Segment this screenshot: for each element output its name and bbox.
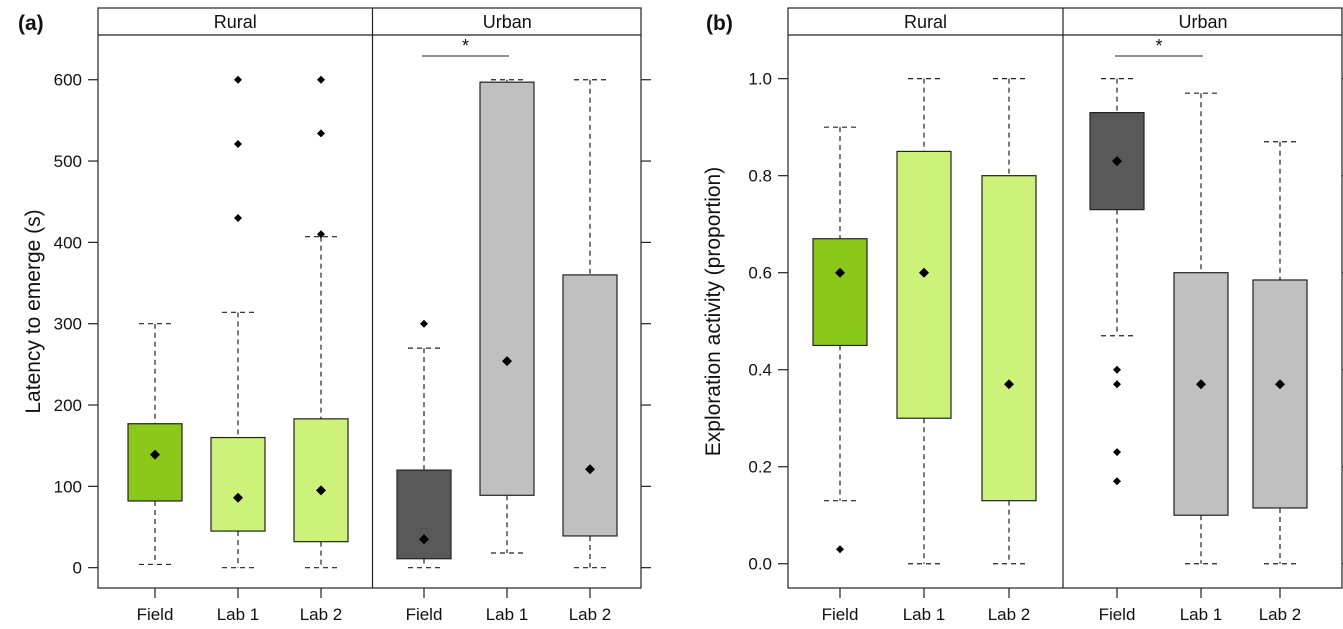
facet-label-urban: Urban xyxy=(483,12,532,32)
plot-frame xyxy=(97,7,642,589)
y-tick-label: 0.4 xyxy=(748,361,772,380)
box-rural-field: Field xyxy=(127,323,183,624)
outlier-point xyxy=(836,545,844,554)
median-marker xyxy=(1004,379,1014,390)
box-rect xyxy=(396,469,452,560)
y-tick-label: 0.8 xyxy=(748,167,772,186)
median-marker xyxy=(502,356,512,367)
panel-label: (b) xyxy=(706,12,733,35)
facet-label-rural: Rural xyxy=(904,12,947,32)
box-urban-field: Field xyxy=(396,319,452,624)
outlier-point xyxy=(317,75,325,84)
box-urban-lab-2: Lab 2 xyxy=(562,79,618,624)
median-marker xyxy=(150,449,160,460)
y-tick-label: 300 xyxy=(54,315,82,334)
y-tick-label: 500 xyxy=(54,152,82,171)
y-tick-label: 0.6 xyxy=(748,264,772,283)
outlier-point xyxy=(420,319,428,328)
y-axis-title: Exploration activity (proportion) xyxy=(702,167,725,456)
y-tick-label: 0 xyxy=(73,559,82,578)
box-rural-lab-2: Lab 2 xyxy=(293,75,349,624)
median-marker xyxy=(419,534,429,545)
box-urban-lab-2: Lab 2 xyxy=(1252,141,1308,624)
median-marker xyxy=(1275,379,1285,390)
box-rect xyxy=(562,274,618,537)
x-tick-label: Lab 2 xyxy=(1259,605,1302,624)
box-urban-lab-1: Lab 1 xyxy=(479,79,535,624)
x-tick-label: Lab 2 xyxy=(300,605,343,624)
outlier-point xyxy=(1113,365,1121,374)
box-rect xyxy=(981,175,1037,502)
outlier-point xyxy=(234,75,242,84)
box-rural-lab-1: Lab 1 xyxy=(210,75,266,624)
y-tick-label: 400 xyxy=(54,233,82,252)
x-tick-label: Lab 1 xyxy=(217,605,260,624)
outlier-point xyxy=(317,129,325,138)
median-marker xyxy=(316,485,326,496)
median-marker xyxy=(919,267,929,278)
y-tick-label: 600 xyxy=(54,71,82,90)
box-rect xyxy=(896,150,952,419)
outlier-point xyxy=(1113,380,1121,389)
x-tick-label: Field xyxy=(137,605,174,624)
box-rect xyxy=(479,81,535,496)
x-tick-label: Lab 1 xyxy=(1180,605,1223,624)
facet-label-urban: Urban xyxy=(1178,12,1227,32)
outlier-point xyxy=(234,139,242,148)
outlier-point xyxy=(234,213,242,222)
median-marker xyxy=(585,464,595,475)
median-marker xyxy=(835,267,845,278)
outlier-point xyxy=(317,230,325,239)
box-rect xyxy=(812,238,868,347)
x-tick-label: Field xyxy=(822,605,859,624)
x-tick-label: Lab 1 xyxy=(486,605,529,624)
box-rural-lab-2: Lab 2 xyxy=(981,78,1037,624)
box-rect xyxy=(127,423,183,502)
box-rural-field: Field xyxy=(812,126,868,624)
y-tick-label: 0.2 xyxy=(748,458,772,477)
median-marker xyxy=(1196,379,1206,390)
y-tick-label: 1.0 xyxy=(748,70,772,89)
box-rect xyxy=(293,418,349,543)
y-tick-label: 100 xyxy=(54,477,82,496)
x-tick-label: Lab 2 xyxy=(569,605,612,624)
x-tick-label: Lab 1 xyxy=(903,605,946,624)
plot-frame xyxy=(787,7,1343,589)
median-marker xyxy=(1112,156,1122,167)
x-tick-label: Field xyxy=(1099,605,1136,624)
y-axis-title: Latency to emerge (s) xyxy=(22,209,45,413)
panel-a: (a) Latency to emerge (s) Rural Urban 0 100 20… xyxy=(18,7,651,624)
significance-star: * xyxy=(1155,36,1162,56)
median-marker xyxy=(233,492,243,503)
x-tick-label: Lab 2 xyxy=(988,605,1031,624)
box-rect xyxy=(1252,279,1308,509)
box-rural-lab-1: Lab 1 xyxy=(896,78,952,624)
box-urban-lab-1: Lab 1 xyxy=(1173,92,1229,624)
box-rect xyxy=(210,436,266,532)
box-rect xyxy=(1173,272,1229,516)
panel-label: (a) xyxy=(18,12,44,35)
box-urban-field: Field xyxy=(1089,78,1145,624)
y-tick-label: 200 xyxy=(54,396,82,415)
x-tick-label: Field xyxy=(406,605,443,624)
facet-label-rural: Rural xyxy=(214,12,257,32)
panel-b: (b) Exploration activity (proportion) Rura… xyxy=(702,7,1343,624)
y-tick-label: 0.0 xyxy=(748,555,772,574)
significance-star: * xyxy=(462,36,469,56)
outlier-point xyxy=(1113,448,1121,457)
outlier-point xyxy=(1113,477,1121,486)
